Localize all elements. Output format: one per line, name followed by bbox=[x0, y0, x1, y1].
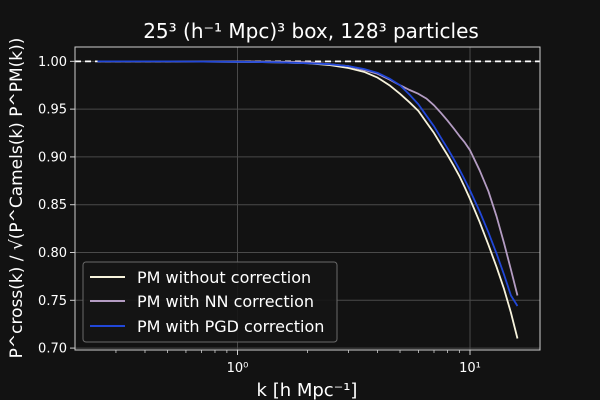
series-line-pm-with-pgd-correction bbox=[97, 60, 519, 307]
y-tick-label: 1.00 bbox=[38, 55, 67, 70]
y-axis-label: P^cross(k) / √(P^Camels(k) P^PM(k)) bbox=[7, 38, 27, 359]
y-tick-label: 0.70 bbox=[38, 342, 67, 357]
chart-title: 25³ (h⁻¹ Mpc)³ box, 128³ particles bbox=[143, 19, 479, 43]
legend-label-pm-without-correction: PM without correction bbox=[137, 268, 311, 287]
y-tick-label: 0.85 bbox=[38, 198, 67, 213]
x-tick-label: 10¹ bbox=[459, 361, 481, 376]
y-tick-label: 0.80 bbox=[38, 246, 67, 261]
legend-label-pm-with-nn-correction: PM with NN correction bbox=[137, 292, 314, 311]
y-ticks: 0.70 0.75 0.80 0.85 0.90 0.95 1.00 bbox=[38, 55, 75, 357]
x-axis-label: k [h Mpc⁻¹] bbox=[257, 380, 358, 400]
y-tick-label: 0.95 bbox=[38, 103, 67, 118]
legend-box bbox=[82, 261, 338, 343]
grid bbox=[75, 47, 540, 350]
x-tick-label: 10⁰ bbox=[227, 361, 249, 376]
y-tick-label: 0.90 bbox=[38, 150, 67, 165]
y-tick-label: 0.75 bbox=[38, 294, 67, 309]
series-lines bbox=[97, 60, 519, 339]
x-ticks: 10⁰ 10¹ bbox=[115, 350, 481, 376]
legend: PM without correction PM with NN correct… bbox=[82, 261, 338, 343]
legend-label-pm-with-pgd-correction: PM with PGD correction bbox=[137, 317, 324, 336]
